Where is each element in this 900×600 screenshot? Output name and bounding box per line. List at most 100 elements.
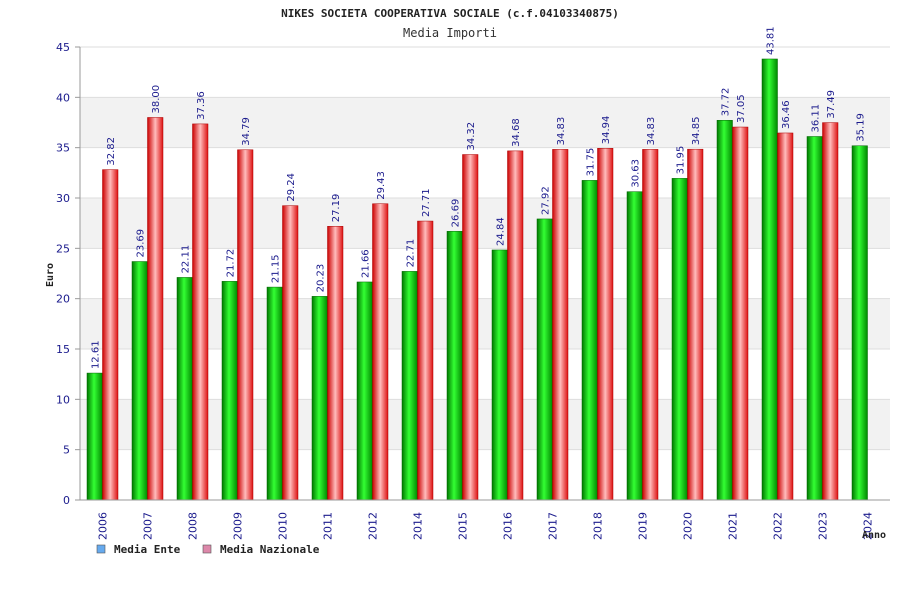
- y-axis-ticks: 0 5 10 15 20 25 30 35 40 45: [56, 41, 80, 507]
- data-label: 34.94: [601, 116, 612, 145]
- bar-media-ente-2010: [266, 286, 283, 501]
- chart-title: NIKES SOCIETA COOPERATIVA SOCIALE (c.f.0…: [281, 7, 619, 20]
- bar-media-ente-2017: [536, 218, 553, 501]
- y-tick-label: 35: [56, 142, 70, 155]
- data-label: 34.83: [646, 117, 657, 146]
- bar-media-nazionale-2012: [372, 203, 389, 501]
- x-tick-label: 2007: [142, 512, 155, 540]
- plot-band: [80, 449, 890, 500]
- data-label: 37.36: [196, 91, 207, 120]
- plot-band: [80, 399, 890, 450]
- x-tick-label: 2008: [187, 512, 200, 540]
- data-label: 27.19: [331, 194, 342, 223]
- data-label: 34.79: [241, 117, 252, 146]
- bar-media-ente-2008: [176, 277, 193, 501]
- y-tick-label: 45: [56, 41, 70, 54]
- bar-media-nazionale-2016: [507, 150, 524, 501]
- data-label: 38.00: [151, 85, 162, 114]
- legend-label-media-ente: Media Ente: [114, 543, 181, 556]
- x-tick-label: 2009: [232, 512, 245, 540]
- bar-media-nazionale-2023: [822, 122, 839, 501]
- y-tick-label: 0: [63, 494, 70, 507]
- x-axis-label: Anno: [862, 530, 886, 541]
- x-tick-label: 2010: [277, 512, 290, 540]
- bar-media-nazionale-2020: [687, 148, 704, 501]
- bar-media-ente-2012: [356, 281, 373, 501]
- data-label: 37.05: [736, 94, 747, 123]
- y-tick-label: 15: [56, 343, 70, 356]
- bars: [86, 58, 868, 501]
- data-label: 31.75: [586, 148, 597, 177]
- x-tick-label: 2015: [457, 512, 470, 540]
- bar-media-ente-2014: [401, 271, 418, 501]
- x-tick-label: 2020: [682, 512, 695, 540]
- y-tick-label: 40: [56, 91, 70, 104]
- bar-media-nazionale-2022: [777, 132, 794, 501]
- bar-media-ente-2007: [131, 261, 148, 501]
- data-label: 12.61: [91, 340, 102, 369]
- data-label: 29.43: [376, 171, 387, 200]
- data-label: 24.84: [496, 217, 507, 246]
- bar-media-ente-2016: [491, 249, 508, 501]
- plot-band: [80, 147, 890, 198]
- bar-media-ente-2023: [806, 136, 823, 501]
- data-label: 37.49: [826, 90, 837, 119]
- data-label: 34.83: [556, 117, 567, 146]
- data-label: 20.23: [316, 264, 327, 293]
- y-tick-label: 25: [56, 242, 70, 255]
- bar-media-nazionale-2021: [732, 126, 749, 501]
- plot-band: [80, 298, 890, 349]
- bar-media-nazionale-2019: [642, 149, 659, 501]
- bar-media-nazionale-2018: [597, 148, 614, 501]
- x-tick-label: 2011: [322, 512, 335, 540]
- plot-band: [80, 198, 890, 249]
- x-tick-label: 2016: [502, 512, 515, 540]
- gridlines: [80, 46, 890, 501]
- legend-swatch-media-ente: [96, 544, 106, 554]
- y-tick-label: 5: [63, 444, 70, 457]
- bar-media-ente-2018: [581, 180, 598, 501]
- y-tick-label: 30: [56, 192, 70, 205]
- bar-media-ente-2021: [716, 120, 733, 501]
- data-label: 34.68: [511, 118, 522, 147]
- plot-band: [80, 47, 890, 98]
- data-label: 37.72: [721, 88, 732, 117]
- data-label: 32.82: [106, 137, 117, 166]
- bar-media-ente-2022: [761, 58, 778, 501]
- bar-media-nazionale-2008: [192, 123, 209, 501]
- x-tick-label: 2021: [727, 512, 740, 540]
- bar-media-ente-2009: [221, 281, 238, 501]
- legend: Media Ente Media Nazionale: [96, 543, 320, 556]
- data-label: 21.66: [361, 249, 372, 278]
- x-tick-label: 2019: [637, 512, 650, 540]
- legend-label-media-nazionale: Media Nazionale: [220, 543, 320, 556]
- y-tick-label: 10: [56, 393, 70, 406]
- data-label: 36.46: [781, 100, 792, 129]
- x-axis-ticks: 2006 2007 2008 2009 2010 2011 2012 2014 2015 2016…: [97, 512, 875, 540]
- value-labels: 12.61 32.82 23.69 38.00 22.11 37.36 21.72 34.79…: [91, 26, 867, 369]
- bar-media-ente-2015: [446, 231, 463, 501]
- data-label: 22.71: [406, 239, 417, 268]
- data-label: 23.69: [136, 229, 147, 258]
- bar-media-nazionale-2007: [147, 117, 164, 501]
- x-tick-label: 2023: [817, 512, 830, 540]
- data-label: 34.32: [466, 122, 477, 151]
- data-label: 31.95: [676, 146, 687, 175]
- y-axis-label: Euro: [45, 263, 56, 287]
- bar-media-nazionale-2014: [417, 220, 434, 501]
- data-label: 27.92: [541, 186, 552, 215]
- data-label: 35.19: [856, 113, 867, 142]
- bar-media-ente-2020: [671, 178, 688, 501]
- y-tick-label: 20: [56, 293, 70, 306]
- bar-media-nazionale-2006: [102, 169, 119, 501]
- bar-media-ente-2019: [626, 191, 643, 501]
- bar-media-nazionale-2009: [237, 149, 254, 501]
- data-label: 43.81: [766, 26, 777, 55]
- x-tick-label: 2022: [772, 512, 785, 540]
- data-label: 34.85: [691, 117, 702, 146]
- plot-background: [80, 47, 890, 500]
- plot-band: [80, 349, 890, 400]
- data-label: 21.15: [271, 254, 282, 283]
- data-label: 27.71: [421, 188, 432, 217]
